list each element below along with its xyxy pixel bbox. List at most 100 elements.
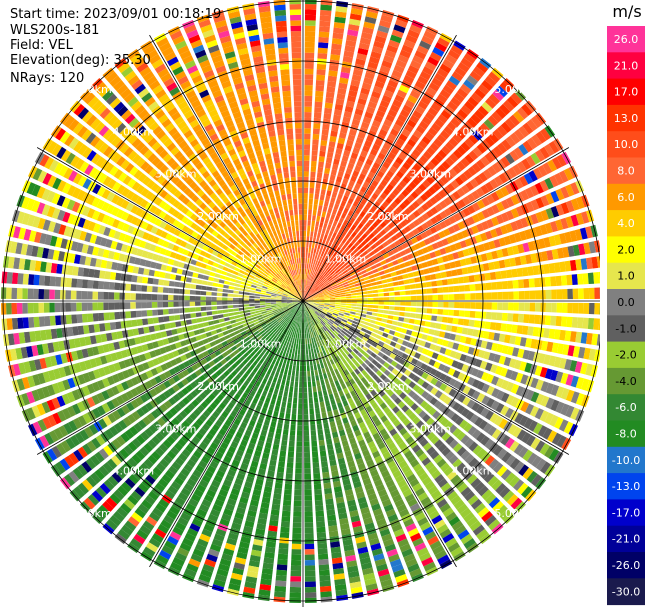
range-gate	[280, 327, 286, 333]
range-gate	[448, 215, 457, 224]
range-gate	[336, 385, 342, 392]
range-gate	[303, 381, 307, 388]
range-gate	[250, 378, 257, 385]
range-gate	[427, 107, 439, 117]
range-gate	[534, 302, 541, 312]
range-gate	[579, 362, 588, 375]
range-gate	[439, 210, 448, 220]
range-gate	[445, 54, 458, 65]
range-gate	[381, 200, 390, 209]
range-gate	[231, 362, 238, 370]
range-gate	[342, 376, 349, 383]
range-gate	[433, 265, 441, 273]
range-gate	[216, 305, 223, 310]
range-gate	[303, 209, 308, 215]
range-gate	[560, 186, 570, 199]
range-gate	[267, 470, 275, 477]
range-gate	[317, 322, 322, 329]
range-gate	[534, 182, 544, 194]
range-gate	[476, 126, 487, 138]
range-gate	[324, 427, 331, 435]
range-gate	[521, 267, 529, 277]
range-gate	[319, 9, 332, 17]
range-gate	[369, 278, 376, 283]
range-gate	[578, 288, 584, 300]
range-gate	[57, 340, 65, 351]
range-gate	[512, 110, 525, 123]
range-gate	[486, 302, 492, 310]
range-gate	[305, 291, 308, 297]
range-gate	[333, 337, 339, 343]
range-gate	[457, 276, 464, 284]
range-gate	[358, 421, 366, 429]
range-gate	[421, 261, 428, 269]
range-gate	[352, 247, 359, 254]
range-gate	[128, 338, 136, 346]
range-gate	[467, 247, 475, 256]
range-gate	[172, 335, 180, 342]
range-gate	[303, 182, 309, 188]
range-gate	[392, 161, 401, 170]
range-gate	[336, 142, 344, 150]
range-gate	[416, 301, 422, 307]
range-gate	[230, 572, 243, 581]
range-gate	[366, 247, 373, 253]
range-gate	[377, 410, 385, 419]
range-gate	[211, 584, 225, 593]
range-gate	[468, 319, 475, 327]
range-gate	[306, 305, 310, 310]
range-gate	[475, 302, 482, 310]
range-gate	[338, 132, 347, 140]
range-gate	[312, 359, 317, 365]
range-gate	[71, 389, 81, 401]
range-gate	[593, 272, 600, 284]
range-gate	[462, 385, 471, 395]
range-gate	[303, 344, 306, 350]
range-gate	[192, 342, 200, 349]
range-gate	[311, 258, 314, 265]
range-gate	[309, 258, 312, 264]
range-gate	[514, 412, 524, 424]
range-gate	[31, 345, 39, 357]
range-gate	[562, 344, 570, 356]
range-gate	[258, 434, 266, 442]
range-gate	[260, 457, 269, 465]
range-gate	[471, 190, 480, 200]
range-gate	[293, 505, 302, 512]
range-gate	[147, 317, 154, 325]
range-gate	[365, 267, 372, 273]
range-gate	[380, 415, 388, 423]
range-gate	[212, 389, 220, 397]
range-gate	[314, 342, 318, 348]
range-gate	[376, 398, 384, 406]
range-gate	[258, 512, 268, 520]
range-gate	[335, 268, 341, 274]
range-gate	[281, 333, 286, 340]
range-gate	[276, 343, 281, 349]
range-gate	[380, 147, 389, 156]
range-gate	[137, 327, 145, 335]
range-gate	[323, 482, 332, 489]
range-gate	[328, 327, 334, 333]
range-gate	[303, 414, 309, 420]
range-gate	[212, 315, 219, 320]
range-gate	[410, 459, 420, 468]
range-gate	[402, 273, 409, 279]
range-gate	[569, 331, 577, 343]
range-gate	[530, 213, 539, 225]
range-gate	[419, 255, 426, 262]
range-gate	[357, 47, 369, 56]
range-gate	[348, 465, 357, 473]
range-gate	[27, 375, 36, 388]
range-gate	[391, 218, 399, 226]
range-gate	[480, 283, 487, 291]
range-gate	[308, 298, 314, 300]
range-gate	[90, 472, 102, 484]
range-gate	[348, 414, 355, 422]
range-gate	[320, 362, 325, 369]
range-gate	[317, 166, 324, 173]
range-gate	[66, 405, 77, 418]
range-gate	[315, 188, 320, 195]
range-gate	[360, 562, 373, 570]
range-gate	[337, 137, 346, 145]
